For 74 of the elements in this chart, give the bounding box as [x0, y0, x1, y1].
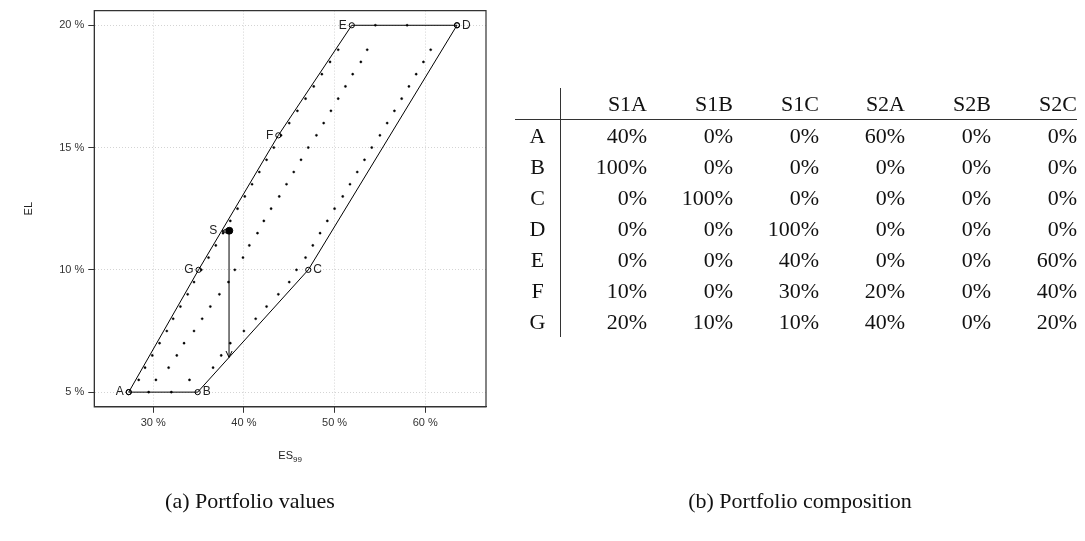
data-label: 0%: [702, 277, 733, 305]
text: (a) Portfolio values: [165, 488, 335, 514]
x-tick-label: 30 %: [140, 416, 166, 429]
data-label: G: [184, 262, 194, 277]
data-label: 10%: [691, 308, 733, 336]
data-label: 10%: [605, 277, 647, 305]
data-label: 0%: [702, 122, 733, 150]
data-label: 0%: [788, 153, 819, 181]
data-label: F: [266, 127, 274, 142]
data-label: 40%: [863, 308, 905, 336]
data-label: S: [209, 223, 218, 238]
x-tick-label: S2A: [819, 88, 905, 120]
data-label: 40%: [605, 122, 647, 150]
y-tick-label: 20 %: [59, 18, 85, 31]
data-label: 40%: [777, 246, 819, 274]
x-tick-label: S1B: [647, 88, 733, 120]
x-tick-label: S1A: [560, 88, 647, 120]
data-label: 0%: [788, 184, 819, 212]
data-label: 0%: [874, 246, 905, 274]
data-label: 0%: [702, 246, 733, 274]
data-label: 0%: [616, 246, 647, 274]
x-tick-label: 40 %: [231, 416, 257, 429]
data-label: 0%: [1046, 153, 1077, 181]
x-tick-label: 50 %: [322, 416, 348, 429]
x-tick-label: 60 %: [412, 416, 438, 429]
y-tick-label: D: [515, 213, 561, 244]
y-tick-label: C: [515, 182, 561, 213]
data-label: 60%: [1035, 246, 1077, 274]
data-label: 100%: [594, 153, 647, 181]
y-tick-label: 10 %: [59, 262, 85, 275]
data-label: 0%: [1046, 122, 1077, 150]
data-label: 0%: [960, 246, 991, 274]
y-tick-label: F: [515, 275, 561, 306]
data-label: 0%: [960, 153, 991, 181]
data-label: E: [338, 17, 347, 32]
data-label: 0%: [960, 308, 991, 336]
data-label: 0%: [1046, 215, 1077, 243]
data-label: 10%: [777, 308, 819, 336]
data-label: 0%: [960, 122, 991, 150]
data-label: 40%: [1035, 277, 1077, 305]
data-label: C: [313, 262, 323, 277]
y-tick-label: 5 %: [65, 385, 85, 398]
data-label: 0%: [702, 215, 733, 243]
y-tick-label: A: [515, 119, 561, 151]
text: (b) Portfolio composition: [688, 488, 912, 514]
y-axis-title: EL: [21, 201, 34, 216]
x-tick-label: S2B: [905, 88, 991, 120]
data-label: D: [461, 17, 471, 32]
data-label: 100%: [766, 215, 819, 243]
data-label: 0%: [788, 122, 819, 150]
data-label: 30%: [777, 277, 819, 305]
y-tick-label: G: [515, 306, 561, 337]
y-tick-label: B: [515, 151, 561, 182]
data-label: 0%: [874, 215, 905, 243]
y-tick-label: 15 %: [59, 140, 85, 153]
data-label: A: [115, 384, 124, 399]
x-tick-label: S1C: [733, 88, 819, 120]
data-label: 20%: [1035, 308, 1077, 336]
data-label: 0%: [616, 215, 647, 243]
y-tick-label: E: [515, 244, 561, 275]
data-label: 0%: [1046, 184, 1077, 212]
data-label: 0%: [960, 277, 991, 305]
data-label: 60%: [863, 122, 905, 150]
data-label: 0%: [874, 184, 905, 212]
data-label: 0%: [960, 184, 991, 212]
data-label: B: [202, 384, 211, 399]
data-label: 20%: [605, 308, 647, 336]
data-label: 0%: [874, 153, 905, 181]
data-label: 0%: [960, 215, 991, 243]
data-label: 0%: [616, 184, 647, 212]
data-label: 20%: [863, 277, 905, 305]
data-label: 100%: [680, 184, 733, 212]
data-label: 0%: [702, 153, 733, 181]
x-tick-label: S2C: [991, 88, 1077, 120]
